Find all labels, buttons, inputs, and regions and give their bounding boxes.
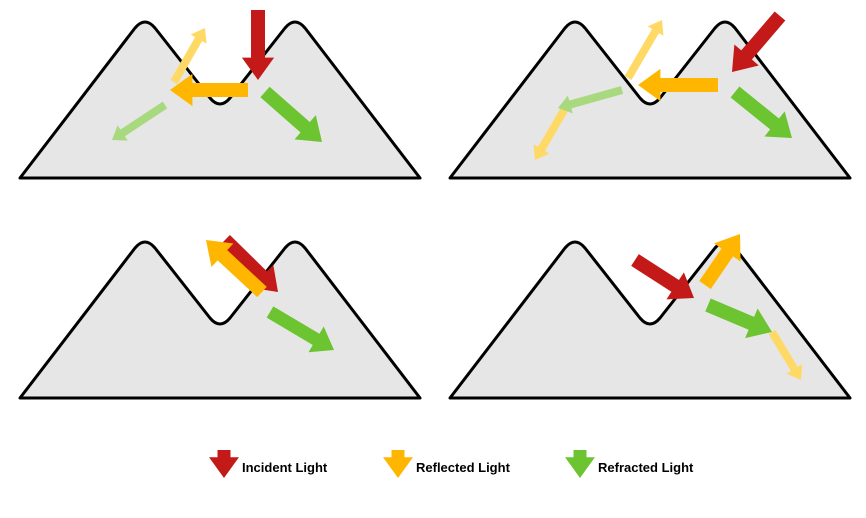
legend: Incident Light Reflected Light Refracted L… (209, 450, 694, 478)
surface (20, 242, 420, 398)
legend-label-0: Incident Light (242, 460, 328, 475)
legend-label-1: Reflected Light (416, 460, 511, 475)
surface (20, 22, 420, 178)
legend-label-2: Refracted Light (598, 460, 694, 475)
panel-4 (450, 234, 850, 398)
incident-arrow (631, 254, 694, 299)
legend-arrow-0 (209, 450, 239, 478)
legend-arrow-1 (383, 450, 413, 478)
legend-arrow-2 (565, 450, 595, 478)
panel-3 (20, 235, 420, 398)
panel-2 (450, 11, 850, 178)
panel-1 (20, 10, 420, 178)
